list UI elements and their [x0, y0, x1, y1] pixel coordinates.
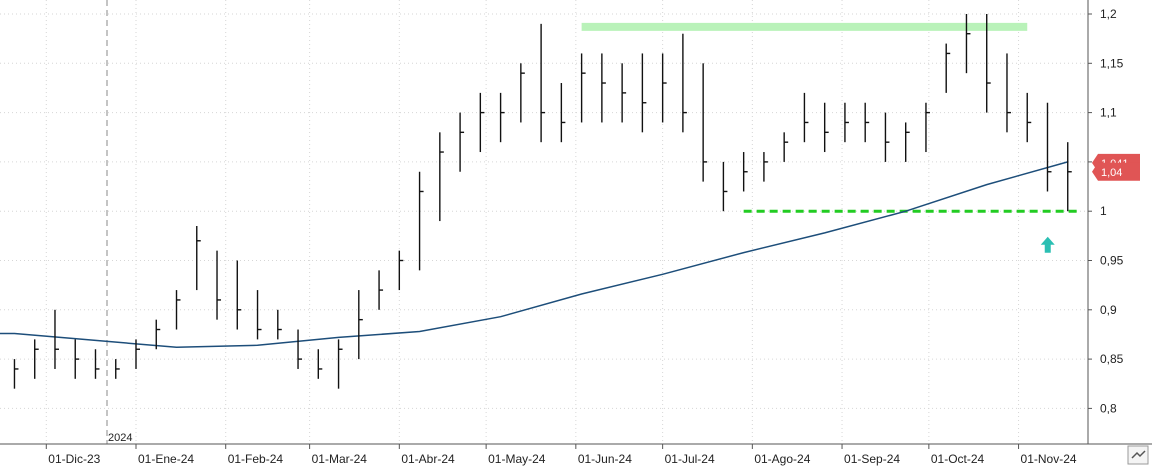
- price-bar: [398, 250, 404, 291]
- price-bar: [499, 92, 505, 143]
- price-bar: [358, 290, 363, 360]
- x-tick-label: 01-Sep-24: [844, 452, 900, 466]
- price-bar: [763, 152, 768, 182]
- price-bar: [54, 309, 59, 369]
- x-tick-label: 01-Nov-24: [1021, 452, 1077, 466]
- price-tag-label: 1,04: [1101, 167, 1122, 179]
- price-bars[interactable]: [13, 14, 1072, 389]
- price-bar: [742, 152, 748, 192]
- price-bar: [317, 349, 323, 379]
- x-tick-label: 01-May-24: [488, 452, 546, 466]
- zoom-toggle-icon[interactable]: [1127, 445, 1149, 465]
- price-bar: [175, 290, 181, 330]
- x-tick-label: 01-Ago-24: [754, 452, 810, 466]
- price-bar: [216, 250, 222, 320]
- y-tick-label: 0,95: [1100, 254, 1124, 268]
- price-bar: [722, 161, 728, 212]
- plot-background: [0, 0, 1088, 444]
- y-tick-label: 1: [1100, 204, 1107, 218]
- price-bar: [884, 112, 890, 162]
- x-tick-label: 01-Jun-24: [578, 452, 632, 466]
- price-bar: [540, 23, 546, 143]
- price-bar: [621, 63, 627, 123]
- price-bar: [94, 349, 100, 379]
- price-bar: [34, 339, 39, 379]
- price-bar: [297, 329, 303, 369]
- y-tick-label: 0,85: [1100, 352, 1124, 366]
- markers: [1040, 236, 1055, 253]
- moving-average: [0, 161, 1068, 349]
- price-bar: [641, 53, 647, 133]
- arrow-up-icon: [1040, 236, 1055, 253]
- price-tags: 1,0411,04: [1092, 153, 1140, 181]
- y-axis-panel: [1088, 0, 1152, 444]
- price-bar: [1067, 142, 1072, 212]
- price-bar: [479, 92, 485, 153]
- y-tick-label: 0,8: [1100, 401, 1117, 415]
- price-bar: [783, 132, 789, 162]
- price-bar: [337, 339, 343, 389]
- price-bar: [702, 63, 708, 182]
- price-bar: [115, 359, 120, 379]
- price-bar: [601, 53, 606, 123]
- moving-average-line: [0, 161, 1068, 349]
- price-bar: [378, 270, 384, 310]
- y-tick-label: 0,9: [1100, 303, 1117, 317]
- x-tick-label: 01-Jul-24: [665, 452, 715, 466]
- x-tick-label: 01-Mar-24: [312, 452, 368, 466]
- y-tick-label: 1,1: [1100, 106, 1117, 120]
- price-bar: [844, 102, 849, 143]
- x-tick-label: 01-Abr-24: [401, 452, 455, 466]
- price-bar: [925, 102, 930, 153]
- price-bar: [74, 339, 80, 379]
- price-bar: [682, 33, 687, 133]
- price-bar: [965, 14, 971, 74]
- price-bar: [13, 359, 19, 389]
- price-tag: 1,04: [1092, 162, 1140, 181]
- price-bar: [155, 319, 161, 350]
- price-bar: [661, 53, 667, 123]
- y-tick-label: 1,15: [1100, 56, 1124, 70]
- x-tick-label: 01-Oct-24: [931, 452, 985, 466]
- price-bar: [196, 225, 201, 291]
- x-tick-label: 01-Dic-23: [48, 452, 100, 466]
- price-bar: [1046, 102, 1052, 192]
- price-bar: [905, 122, 910, 162]
- price-bar: [1026, 92, 1032, 143]
- price-bar: [459, 112, 465, 172]
- price-bar: [418, 171, 424, 271]
- price-bar: [945, 43, 951, 93]
- x-tick-label: 01-Ene-24: [138, 452, 194, 466]
- price-bar: [1006, 53, 1011, 133]
- price-bar: [520, 63, 525, 123]
- y-tick-label: 1,2: [1100, 7, 1117, 21]
- price-bar: [803, 92, 809, 143]
- price-bar: [580, 53, 586, 123]
- price-bar: [236, 260, 242, 330]
- price-bar: [986, 14, 991, 113]
- x-axis-ticks: 01-Dic-23 01-Ene-24 01-Feb-24 01-Mar-24 01-A…: [45, 444, 1077, 466]
- price-bar: [135, 339, 140, 369]
- price-bar: [256, 290, 262, 340]
- price-bar: [864, 102, 870, 143]
- price-bar: [823, 102, 829, 153]
- annotations: [581, 22, 1080, 213]
- price-tag-shape: [1092, 162, 1140, 181]
- year-marker: 2024: [108, 432, 132, 444]
- price-bar: [439, 132, 444, 222]
- x-tick-label: 01-Feb-24: [228, 452, 284, 466]
- price-bar: [277, 309, 282, 340]
- price-bar: [560, 83, 566, 143]
